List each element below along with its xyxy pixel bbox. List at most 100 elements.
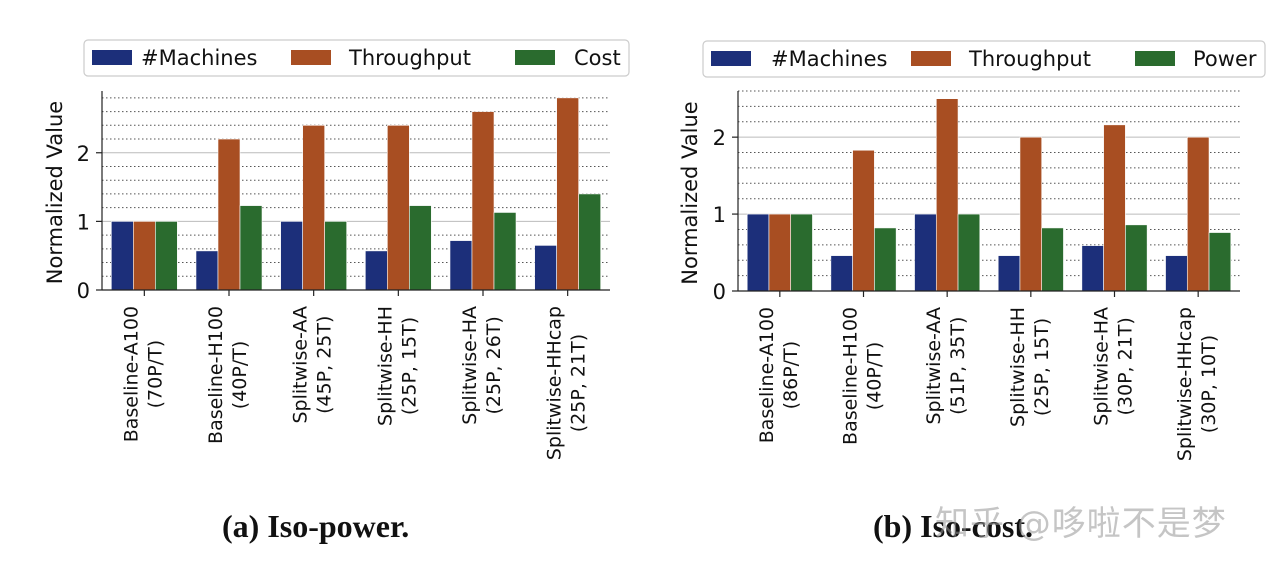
x-tick-label-line: Baseline-H100 [205, 306, 227, 444]
bar-cost [493, 212, 517, 291]
bar--machines [449, 240, 473, 291]
legend-label: Throughput [348, 46, 471, 70]
x-tick-label-line: (25P, 15T) [398, 317, 420, 415]
x-tick-label-line: Splitwise-HHcap [544, 306, 566, 460]
bar-cost [155, 221, 178, 291]
bar-throughput [217, 138, 241, 291]
x-tick-label: Splitwise-HHcap (25P, 21T) [544, 306, 590, 460]
x-tick-label-line: (40P/T) [229, 341, 251, 409]
x-tick-label-line: Splitwise-AA [923, 307, 945, 425]
x-tick-label-line: Baseline-H100 [840, 307, 862, 445]
watermark: 知乎 @哆啦不是梦 [935, 504, 1227, 544]
legend-swatch [911, 51, 951, 66]
bar--machines [280, 221, 303, 291]
bar--machines [1081, 245, 1104, 292]
bar--machines [534, 245, 557, 291]
legend-label: #Machines [771, 47, 887, 71]
bar-cost [239, 205, 263, 291]
bar-power [1208, 232, 1232, 292]
bar-cost [578, 193, 601, 291]
x-tick-label: Splitwise-AA (45P, 25T) [290, 306, 336, 424]
x-tick-label: Baseline-H100 (40P/T) [205, 306, 251, 444]
y-tick-label: 0 [713, 280, 726, 304]
bar-throughput [133, 221, 156, 291]
bar-throughput [387, 125, 410, 291]
y-tick-label: 0 [77, 279, 90, 303]
legend-label: Power [1193, 47, 1257, 71]
bar-throughput [302, 125, 325, 291]
x-tick-label-line: Splitwise-HHcap [1174, 307, 1196, 461]
x-tick-label: Splitwise-HA (30P, 21T) [1091, 307, 1137, 426]
x-tick-label-line: Splitwise-AA [290, 306, 312, 424]
legend-swatch [92, 50, 132, 65]
bar--machines [997, 255, 1021, 292]
bar-throughput [556, 97, 579, 291]
x-tick-label-line: Baseline-A100 [120, 306, 142, 442]
x-tick-label-line: (86P/T) [780, 341, 802, 409]
bar--machines [1165, 255, 1188, 292]
bar--machines [914, 213, 937, 292]
bar--machines [111, 221, 134, 291]
legend-swatch [291, 50, 331, 65]
bar-power [874, 227, 897, 292]
x-tick-label: Baseline-A100 (86P/T) [756, 307, 802, 443]
x-tick-label-line: (30P, 10T) [1198, 335, 1220, 433]
bar-throughput [768, 213, 792, 292]
x-tick-label: Splitwise-HHcap (30P, 10T) [1174, 307, 1220, 461]
y-tick-label: 1 [77, 210, 90, 234]
bar--machines [195, 250, 219, 291]
x-tick-label-line: Splitwise-HH [374, 306, 396, 426]
bar-power [1125, 224, 1148, 292]
bar-power [790, 213, 813, 292]
bar-power [957, 213, 981, 292]
x-tick-label-line: Splitwise-HA [1091, 307, 1113, 426]
bar--machines [365, 250, 388, 291]
x-tick-label: Baseline-A100 (70P/T) [120, 306, 166, 442]
x-tick-label-line: (45P, 25T) [314, 316, 336, 414]
bar-throughput [1103, 124, 1126, 292]
x-tick-label-line: (70P/T) [144, 340, 166, 408]
bar-throughput [1186, 136, 1210, 292]
y-axis-label: Normalized Value [43, 101, 67, 284]
legend-swatch [515, 50, 555, 65]
x-tick-label-line: (25P, 15T) [1031, 318, 1053, 416]
legend-label: #Machines [141, 46, 257, 70]
x-tick-label: Splitwise-HH (25P, 15T) [374, 306, 420, 426]
legend-box [83, 39, 630, 77]
bar-power [1041, 227, 1064, 292]
x-tick-label: Baseline-H100 (40P/T) [840, 307, 886, 445]
bar-throughput [471, 111, 495, 291]
legend-swatch [1135, 51, 1175, 66]
y-axis-label: Normalized Value [678, 101, 702, 284]
x-tick-label-line: (25P, 26T) [483, 316, 505, 414]
caption-iso-power: (a) Iso-power. [222, 508, 410, 544]
x-tick-label: Splitwise-HH (25P, 15T) [1007, 307, 1053, 427]
chart-iso-cost: 0 1 2 Baseline-A100 (86P/T) Baseline-H100 (40P… [678, 40, 1266, 461]
y-tick-label: 1 [713, 203, 726, 227]
y-tick-label: 2 [77, 142, 90, 166]
legend-label: Throughput [968, 47, 1091, 71]
x-tick-label-line: Baseline-A100 [756, 307, 778, 443]
x-tick-label-line: (40P/T) [864, 342, 886, 410]
legend-box [702, 40, 1266, 78]
x-tick-label: Splitwise-HA (25P, 26T) [459, 306, 505, 425]
x-tick-label: Splitwise-AA (51P, 35T) [923, 307, 969, 425]
x-tick-label-line: Splitwise-HA [459, 306, 481, 425]
chart-iso-power: 0 1 2 Baseline-A100 (70P/T) Baseline-H100 (40P… [43, 39, 630, 460]
y-tick-label: 2 [713, 126, 726, 150]
x-tick-label-line: (25P, 21T) [568, 334, 590, 432]
bar-throughput [852, 149, 875, 292]
bar-throughput [1019, 136, 1043, 292]
bar-throughput [935, 98, 959, 292]
caption-iso-cost: (b) Iso-cost. [873, 508, 1033, 544]
x-tick-label-line: (51P, 35T) [947, 317, 969, 415]
x-tick-label-line: (30P, 21T) [1115, 317, 1137, 415]
bar-cost [324, 221, 347, 291]
legend-label: Cost [574, 46, 621, 70]
bar--machines [830, 255, 853, 292]
legend-swatch [711, 51, 751, 66]
x-tick-label-line: Splitwise-HH [1007, 307, 1029, 427]
bar-cost [409, 205, 432, 291]
bar--machines [746, 213, 770, 292]
